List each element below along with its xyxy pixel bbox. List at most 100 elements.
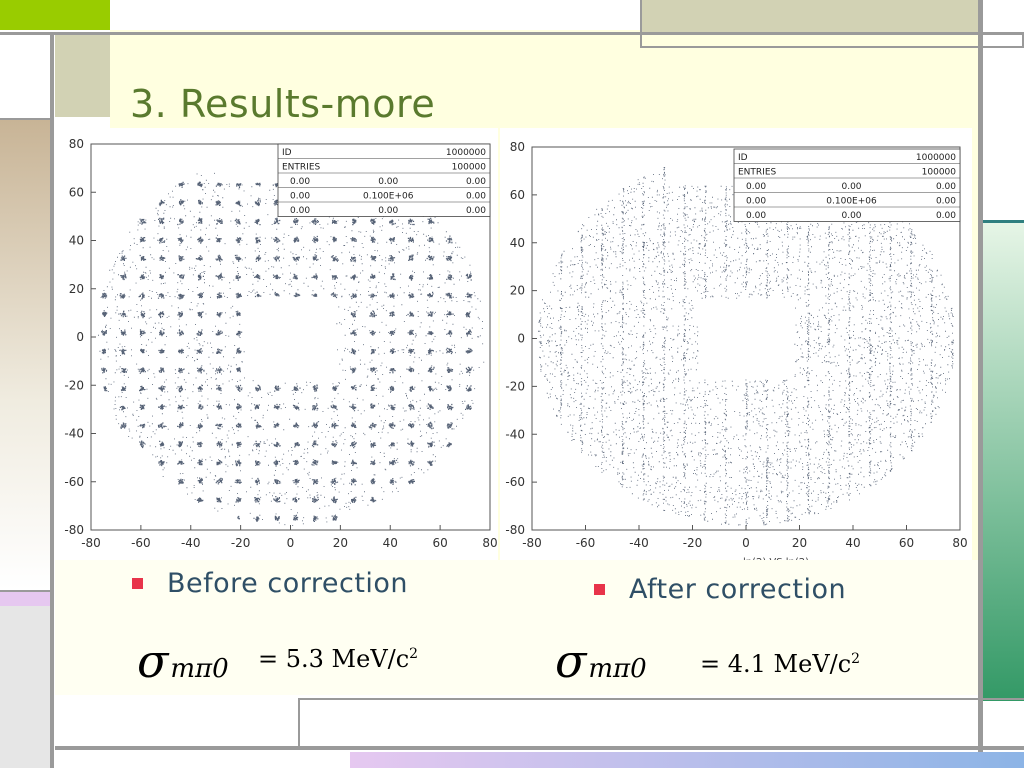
bottom-gradient-strip (350, 752, 1024, 768)
bg-lower-panel (55, 560, 980, 695)
stats-cell: 100000 (922, 168, 957, 178)
right-vertical-rule (978, 0, 983, 768)
stats-cell: 0.00 (378, 206, 398, 216)
y-tick-label: 60 (510, 188, 525, 202)
x-tick-label: -80 (81, 536, 101, 550)
x-tick-label: -20 (683, 536, 703, 550)
stats-cell: 0.00 (466, 206, 486, 216)
x-tick-label: 40 (845, 536, 860, 550)
after-correction-hitmap: -80 -60 -40 -20 0 20 40 60 80 80 60 40 20 0 -20 -40 -60 -… (505, 140, 967, 560)
stats-cell: 100000 (452, 163, 487, 173)
stats-cell: 0.00 (936, 182, 956, 192)
stats-box (277, 143, 491, 217)
stats-cell: 0.00 (746, 182, 766, 192)
tan-small-block (55, 35, 110, 117)
sigma-subscript: mπ0 (170, 654, 229, 684)
y-tick-label: -20 (64, 378, 84, 392)
stats-cell: ENTRIES (738, 168, 777, 178)
x-tick-label: 20 (333, 536, 348, 550)
x-tick-label: 80 (952, 536, 967, 550)
after-correction-bullet: After correction (594, 574, 846, 605)
bullet-square-icon (132, 578, 143, 589)
green-corner-block (0, 0, 110, 30)
stats-box (733, 148, 961, 222)
before-sigma-symbol: σ mπ0 (137, 638, 229, 684)
horizontal-rule-top (0, 32, 1024, 35)
left-brown-block (0, 118, 50, 590)
before-resolution-value: = 5.3 MeV/c2 (258, 645, 418, 673)
x-tick-label: 40 (383, 536, 398, 550)
bullet-label: Before correction (167, 568, 409, 599)
y-tick-label: 60 (69, 185, 84, 199)
y-tick-label: 40 (510, 236, 525, 250)
top-left-white-strip (110, 0, 642, 30)
left-vertical-rule (50, 32, 54, 768)
x-tick-label: 0 (287, 536, 295, 550)
stats-cell: 0.100E+06 (363, 192, 414, 202)
sigma-glyph: σ (137, 634, 169, 688)
hit-points (538, 167, 954, 526)
x-axis-title: ln(2) VS ln(2) (743, 557, 809, 560)
y-tick-label: 0 (76, 330, 84, 344)
bullet-label: After correction (629, 574, 847, 605)
bottom-outline-box (298, 698, 1024, 748)
resolution-exponent: 2 (409, 646, 419, 662)
before-correction-hitmap: -80 -60 -40 -20 0 20 40 60 80 80 60 40 20 0 -20 -40 -60 -… (64, 137, 497, 550)
stats-cell: 0.00 (746, 197, 766, 207)
stats-cell: 0.00 (936, 197, 956, 207)
y-tick-label: 20 (69, 282, 84, 296)
stats-cell: 0.00 (936, 211, 956, 221)
stats-cell: ENTRIES (282, 163, 321, 173)
y-tick-label: -40 (505, 427, 525, 441)
before-correction-bullet: Before correction (132, 568, 408, 599)
stats-cell: 1000000 (446, 148, 486, 158)
x-tick-label: -60 (576, 536, 596, 550)
stats-cell: 0.00 (290, 192, 310, 202)
resolution-text: = 5.3 MeV/c (258, 645, 410, 673)
x-tick-label: -20 (231, 536, 251, 550)
hit-points (98, 172, 485, 526)
x-tick-label: -40 (181, 536, 201, 550)
x-tick-label: 0 (742, 536, 750, 550)
y-tick-label: -80 (505, 523, 525, 537)
y-tick-label: 40 (69, 234, 84, 248)
stats-cell: 0.00 (841, 182, 861, 192)
resolution-text: = 4.1 MeV/c (700, 650, 852, 678)
y-tick-label: -20 (505, 379, 525, 393)
bottom-horizontal-rule (55, 746, 1024, 750)
after-correction-plot: -80 -60 -40 -20 0 20 40 60 80 80 60 40 20 0 -20 -40 -60 -… (500, 128, 972, 560)
stats-cell: 0.00 (378, 177, 398, 187)
y-tick-label: 80 (510, 140, 525, 154)
x-tick-label: -40 (629, 536, 649, 550)
right-green-block (983, 220, 1024, 701)
stats-cell: 0.00 (466, 192, 486, 202)
x-tick-label: 60 (899, 536, 914, 550)
stats-cell: 0.00 (746, 211, 766, 221)
stats-cell: ID (282, 148, 292, 158)
y-tick-label: 80 (69, 137, 84, 151)
after-sigma-symbol: σ mπ0 (555, 638, 647, 684)
y-tick-label: -60 (64, 475, 84, 489)
stats-cell: ID (738, 153, 748, 163)
stats-cell: 0.00 (290, 177, 310, 187)
y-tick-label: 20 (510, 284, 525, 298)
top-right-outline (640, 34, 1024, 48)
sigma-glyph: σ (555, 634, 587, 688)
stats-cell: 1000000 (916, 153, 956, 163)
x-tick-label: 80 (482, 536, 497, 550)
stats-cell: 0.100E+06 (826, 197, 877, 207)
y-tick-label: 0 (517, 332, 525, 346)
y-tick-label: -60 (505, 475, 525, 489)
before-correction-plot: -80 -60 -40 -20 0 20 40 60 80 80 60 40 20 0 -20 -40 -60 -… (58, 128, 498, 560)
sigma-subscript: mπ0 (588, 654, 647, 684)
after-resolution-value: = 4.1 MeV/c2 (700, 650, 860, 678)
bullet-square-icon (594, 584, 605, 595)
y-tick-label: -80 (64, 523, 84, 537)
stats-cell: 0.00 (466, 177, 486, 187)
x-tick-label: -80 (522, 536, 542, 550)
x-tick-label: 20 (792, 536, 807, 550)
stats-cell: 0.00 (290, 206, 310, 216)
x-tick-label: 60 (432, 536, 447, 550)
stats-cell: 0.00 (841, 211, 861, 221)
tan-top-block (640, 0, 980, 34)
